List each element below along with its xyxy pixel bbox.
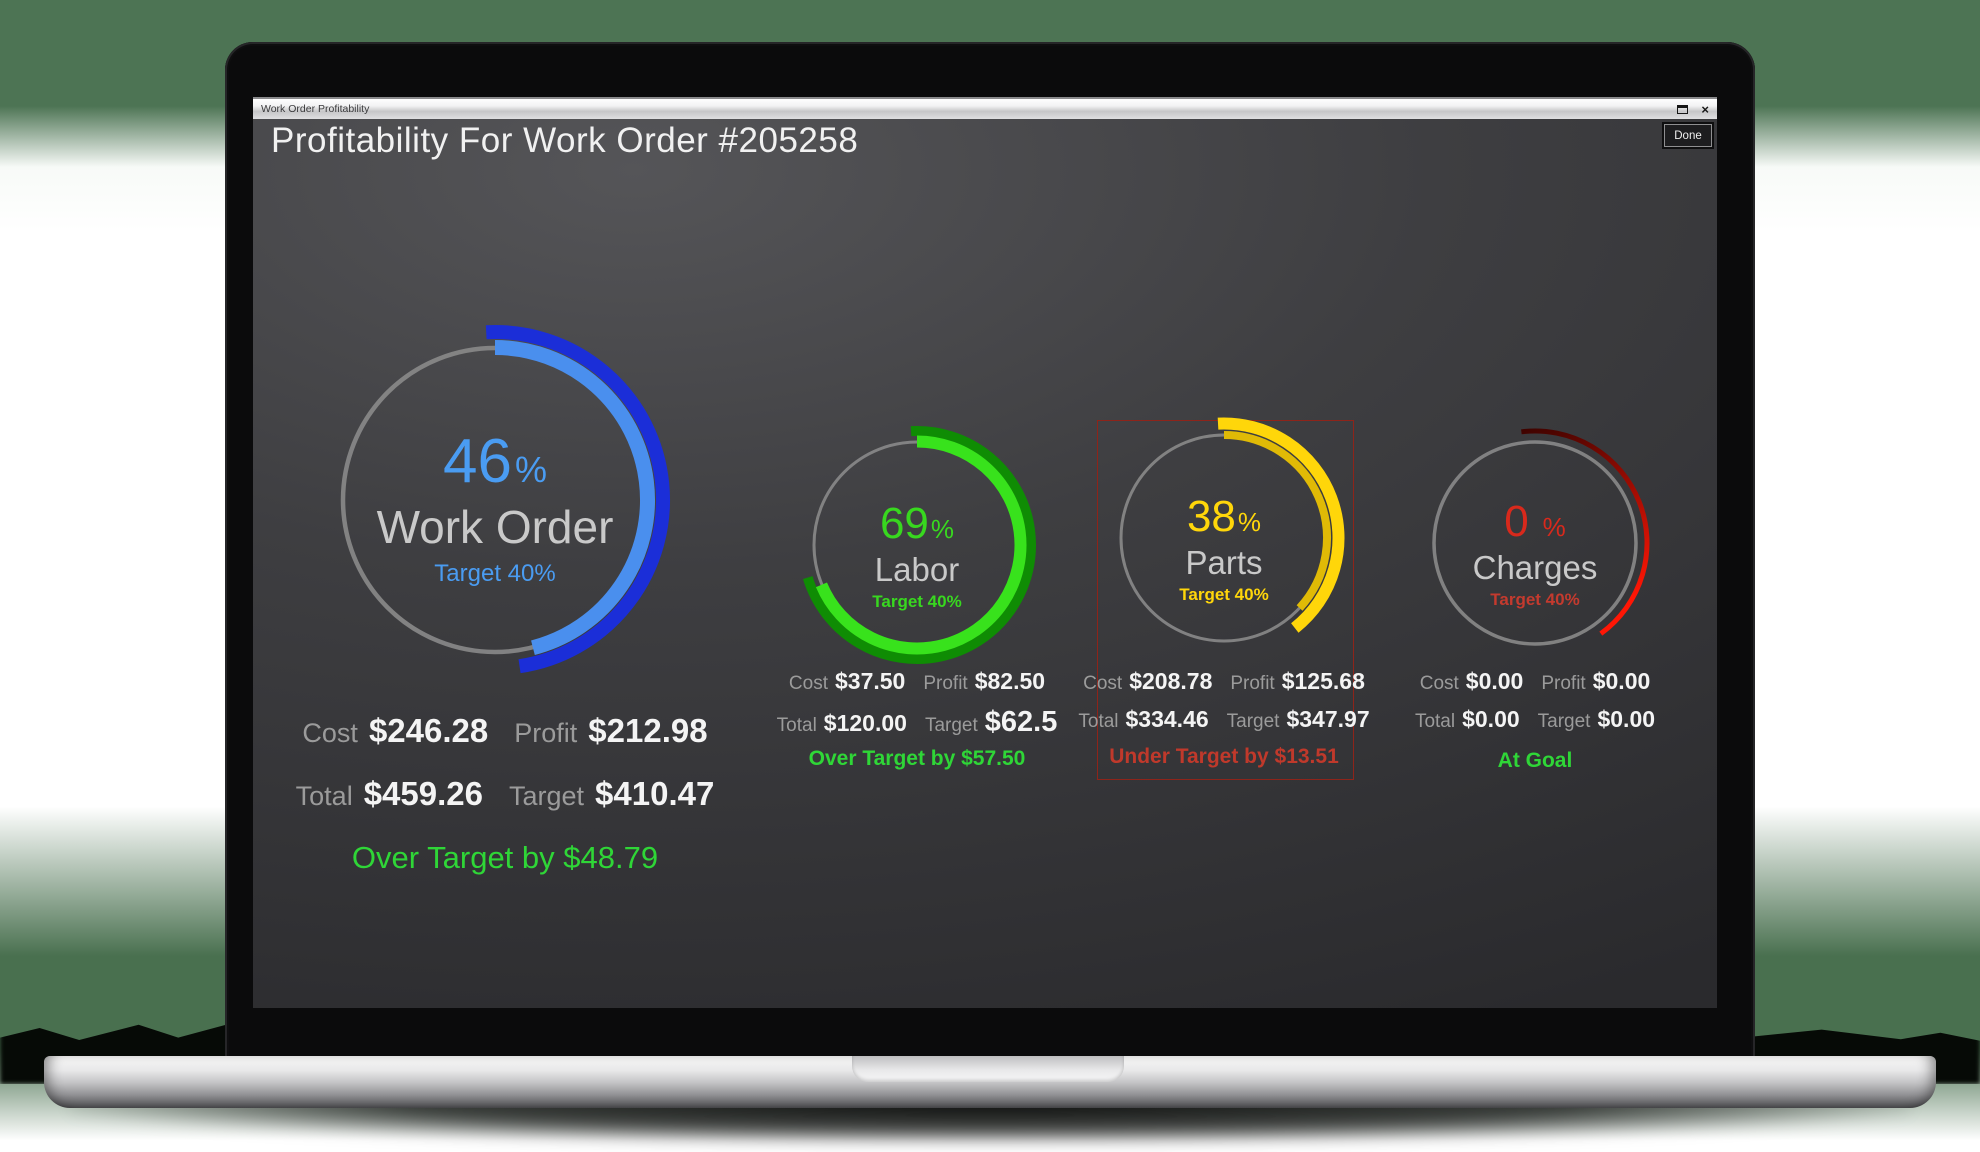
work-order-gauge: 46 % Work Order Target 40%: [305, 310, 685, 690]
window-controls: ×: [1677, 103, 1709, 116]
charges-gauge: 0 % Charges Target 40%: [1410, 418, 1660, 668]
laptop-base: [44, 1056, 1936, 1108]
parts-gauge-ring: [1119, 417, 1345, 643]
target-label: Target: [924, 715, 978, 736]
restore-icon[interactable]: [1677, 104, 1689, 114]
profit-label: Profit: [514, 718, 578, 748]
work-order-status: Over Target by $48.79: [351, 840, 659, 875]
page-title: Profitability For Work Order #205258: [271, 121, 859, 160]
cost-label: Cost: [788, 673, 828, 694]
total-value: $334.46: [1125, 706, 1209, 732]
cost-label: Cost: [302, 718, 358, 748]
laptop-frame: Work Order Profitability × Done Profitab…: [225, 42, 1755, 1062]
profit-value: $125.68: [1281, 668, 1365, 694]
cost-label: Cost: [1083, 673, 1123, 694]
target-label: Target: [1226, 711, 1280, 732]
profit-value: $212.98: [588, 712, 708, 749]
target-label: Target: [509, 781, 585, 811]
total-value: $459.26: [363, 775, 483, 812]
gauge-arc: [815, 435, 1027, 655]
total-label: Total: [1414, 711, 1456, 732]
window-titlebar: Work Order Profitability ×: [253, 97, 1717, 119]
parts-cost-profit-row: Cost $208.78 Profit $125.68: [1024, 668, 1424, 695]
gauge-arc: [1521, 428, 1650, 636]
target-value: $62.5: [984, 706, 1058, 738]
cost-value: $208.78: [1129, 668, 1213, 694]
gauge-arc: [802, 426, 1036, 664]
labor-status: Over Target by $57.50: [808, 747, 1026, 770]
total-label: Total: [776, 715, 817, 736]
total-value: $120.00: [823, 710, 907, 736]
work-order-total-target-row: Total $459.26 Target $410.47: [296, 775, 715, 813]
target-value: $410.47: [595, 775, 715, 812]
labor-gauge-ring: [802, 426, 1036, 664]
cost-value: $246.28: [368, 712, 489, 749]
profit-label: Profit: [1541, 673, 1586, 694]
parts-status: Under Target by $13.51: [1109, 745, 1339, 768]
charges-cost-profit-row: Cost $0.00 Profit $0.00: [1335, 668, 1717, 695]
done-button[interactable]: Done: [1664, 124, 1712, 147]
cost-label: Cost: [1419, 673, 1459, 694]
labor-gauge: 69 % Labor Target 40%: [792, 420, 1042, 670]
profit-label: Profit: [1230, 673, 1275, 694]
gauge-arc: [1223, 431, 1331, 611]
app-window: Work Order Profitability × Done Profitab…: [253, 97, 1717, 1008]
window-title: Work Order Profitability: [261, 103, 370, 115]
gauge-arc: [1217, 417, 1345, 633]
labor-total-target-row: Total $120.00 Target $62.5: [717, 706, 1117, 739]
profit-value: $0.00: [1592, 668, 1651, 694]
cost-value: $37.50: [835, 668, 906, 694]
gauge-arc: [494, 340, 655, 655]
close-icon[interactable]: ×: [1701, 101, 1709, 117]
labor-cost-profit-row: Cost $37.50 Profit $82.50: [717, 668, 1117, 695]
gauge-arc: [485, 325, 670, 674]
profit-value: $82.50: [974, 668, 1046, 694]
parts-gauge: 38 % Parts Target 40%: [1099, 413, 1349, 663]
charges-status: At Goal: [1497, 749, 1573, 772]
total-value: $0.00: [1462, 706, 1520, 732]
parts-total-target-row: Total $334.46 Target $347.97: [1024, 706, 1424, 733]
charges-gauge-ring: [1432, 428, 1650, 646]
charges-total-target-row: Total $0.00 Target $0.00: [1335, 706, 1717, 733]
target-value: $347.97: [1286, 706, 1370, 732]
work-order-cost-profit-row: Cost $246.28 Profit $212.98: [302, 712, 708, 750]
gauge-ring: [1432, 440, 1638, 646]
total-label: Total: [1078, 711, 1119, 732]
target-label: Target: [1537, 711, 1591, 732]
total-label: Total: [295, 781, 353, 811]
work-order-gauge-ring: [340, 325, 670, 674]
cost-value: $0.00: [1465, 668, 1524, 694]
laptop-base-notch: [852, 1056, 1124, 1082]
profit-label: Profit: [923, 673, 968, 694]
target-value: $0.00: [1597, 706, 1656, 732]
